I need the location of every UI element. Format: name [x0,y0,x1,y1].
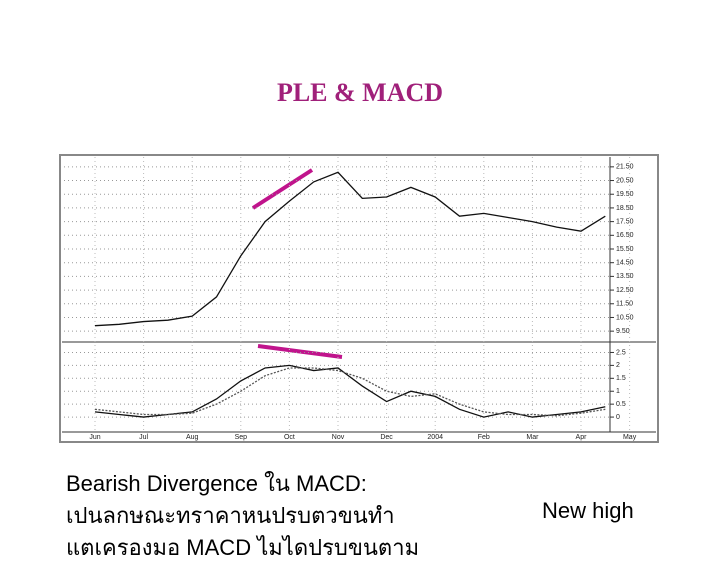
x-tick-label: Jul [139,434,148,441]
y-tick-label: 12.50 [616,287,634,294]
y-tick-label: 16.50 [616,232,634,239]
x-tick-label: Sep [235,434,248,441]
x-tick-label: Dec [380,434,393,441]
x-tick-label: Nov [332,434,345,441]
x-tick-label: Aug [186,434,199,441]
y-tick-label: 21.50 [616,164,634,171]
body-text: Bearish Divergence ใน MACD: [66,471,367,496]
y-tick-label: 0.5 [616,401,626,408]
body-text: เปนลกษณะทราคาหนปรบตวขนทำ [66,503,395,528]
series-line [94,367,606,417]
y-tick-label: 2.5 [616,349,626,356]
y-tick-label: 11.50 [616,301,633,308]
slide-title: PLE & MACD [276,78,444,107]
y-tick-label: 18.50 [616,205,634,212]
x-tick-label: Jun [89,434,100,441]
body-text: แตเครองมอ MACD ไมไดปรบขนตาม [66,535,420,560]
y-tick-label: 10.50 [616,314,634,321]
annotation-line [251,168,314,210]
x-tick-label: Mar [526,434,539,441]
y-tick-label: 1.5 [616,375,626,382]
y-tick-label: 0 [616,414,620,421]
y-tick-label: 2 [616,362,620,369]
y-tick-label: 20.50 [616,177,634,184]
annotation-line [257,344,343,359]
y-tick-label: 19.50 [616,191,634,198]
note-text: New high [542,498,634,523]
chart-frame [59,154,659,443]
x-tick-label: Apr [576,434,588,441]
x-tick-label: Oct [284,434,295,441]
y-tick-label: 13.50 [616,273,634,280]
x-tick-label: Feb [478,434,490,441]
y-tick-label: 1 [616,388,620,395]
y-tick-label: 9.50 [616,328,630,335]
chart: 9.5010.5011.5012.5013.5014.5015.5016.501… [59,154,659,443]
x-tick-label: 2004 [427,434,443,441]
y-tick-label: 17.50 [616,218,634,225]
slide: PLE & MACD 9.50 10.50 11.50 12.50 13.50 14.50… [59,78,659,560]
series-line [94,171,606,327]
y-tick-label: 15.50 [616,246,634,253]
y-tick-label: 14.50 [616,260,634,267]
x-tick-label: May [623,434,637,441]
